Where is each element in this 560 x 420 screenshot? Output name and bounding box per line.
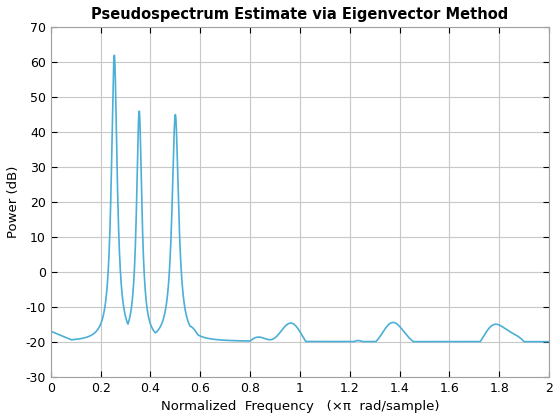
X-axis label: Normalized  Frequency   (×π  rad/sample): Normalized Frequency (×π rad/sample) — [161, 400, 439, 413]
Y-axis label: Power (dB): Power (dB) — [7, 166, 20, 238]
Title: Pseudospectrum Estimate via Eigenvector Method: Pseudospectrum Estimate via Eigenvector … — [91, 7, 508, 22]
